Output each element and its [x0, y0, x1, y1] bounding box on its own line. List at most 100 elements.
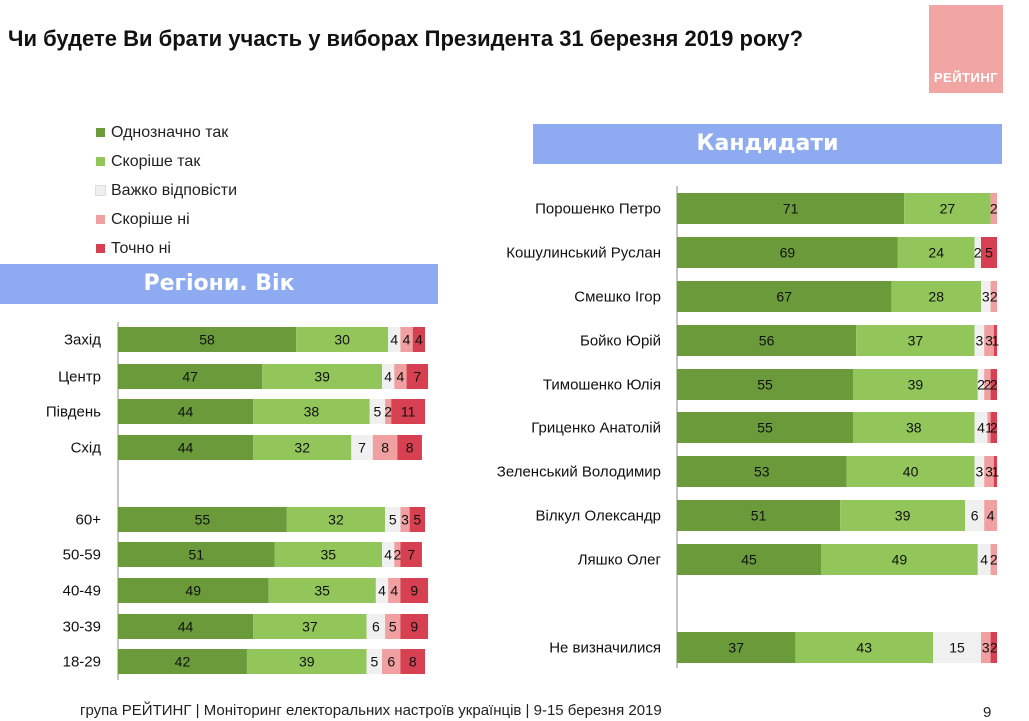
category-label: 60+ — [76, 512, 102, 529]
data-label: 2 — [984, 377, 992, 393]
bar-segment — [268, 578, 376, 603]
bar-segment — [974, 412, 988, 443]
data-label: 35 — [321, 547, 337, 563]
data-label: 51 — [751, 508, 767, 524]
data-label: 2 — [990, 640, 998, 656]
data-label: 4 — [987, 508, 995, 524]
data-label: 5 — [413, 512, 421, 528]
data-label: 5 — [370, 654, 378, 670]
bar-segment — [118, 614, 254, 639]
bar-segment — [366, 614, 386, 639]
bar-segment — [993, 325, 997, 356]
category-label: Тимошенко Юлія — [543, 377, 661, 394]
data-label: 24 — [928, 245, 944, 261]
legend-swatch — [96, 128, 105, 137]
data-label: 3 — [976, 333, 984, 349]
data-label: 6 — [971, 508, 979, 524]
bar-segment — [821, 544, 978, 575]
bar-segment — [406, 364, 429, 389]
chart-legend: Однозначно так Скоріше так Важко відпові… — [95, 118, 237, 263]
brand-logo: РЕЙТИНГ — [929, 5, 1003, 93]
data-label: 55 — [757, 377, 773, 393]
data-label: 4 — [390, 583, 398, 599]
bar-segment — [840, 500, 965, 531]
bar-segment — [375, 578, 389, 603]
legend-item: Однозначно так — [96, 118, 237, 147]
category-label: Центр — [58, 369, 101, 386]
bar-segment — [677, 456, 847, 487]
bar-segment — [385, 614, 401, 639]
bar-segment — [286, 507, 386, 532]
bar-segment — [974, 456, 985, 487]
bar-segment — [846, 456, 975, 487]
data-label: 35 — [314, 583, 330, 599]
data-label: 39 — [895, 508, 911, 524]
banner-regions-age: Регіони. Вік — [0, 264, 438, 304]
bar-segment — [990, 632, 997, 663]
bar-segment — [981, 632, 991, 663]
data-label: 7 — [413, 369, 421, 385]
bar-segment — [382, 542, 395, 567]
data-label: 51 — [188, 547, 204, 563]
bar-segment — [382, 649, 401, 674]
data-label: 2 — [977, 377, 985, 393]
data-label: 2 — [384, 404, 392, 420]
bar-segment — [400, 614, 429, 639]
data-label: 44 — [178, 440, 194, 456]
bar-segment — [853, 412, 975, 443]
bar-segment — [984, 500, 997, 531]
data-label: 47 — [182, 369, 198, 385]
bar-segment — [394, 364, 407, 389]
bar-segment — [253, 399, 370, 424]
bar-segment — [990, 193, 997, 224]
bar-segment — [993, 456, 997, 487]
category-label: Вілкул Олександр — [536, 508, 661, 525]
bar-segment — [351, 435, 373, 460]
bar-segment — [409, 507, 425, 532]
data-label: 4 — [384, 547, 392, 563]
data-label: 2 — [393, 547, 401, 563]
bar-segment — [677, 237, 898, 268]
bar-segment — [965, 500, 985, 531]
legend-swatch — [96, 244, 105, 253]
data-label: 55 — [757, 420, 773, 436]
data-label: 49 — [185, 583, 201, 599]
bar-segment — [400, 327, 413, 352]
category-label: Не визначилися — [549, 640, 661, 657]
data-label: 56 — [759, 333, 775, 349]
bar-segment — [296, 327, 389, 352]
data-label: 2 — [974, 245, 982, 261]
bar-segment — [891, 281, 981, 312]
category-label: Смешко Ігор — [574, 289, 661, 306]
category-label: 18-29 — [63, 654, 101, 671]
bar-segment — [118, 649, 247, 674]
bar-segment — [677, 325, 857, 356]
data-label: 4 — [980, 552, 988, 568]
bar-segment — [372, 435, 398, 460]
data-label: 53 — [754, 464, 770, 480]
category-label: Ляшко Олег — [578, 552, 662, 569]
data-label: 2 — [990, 377, 998, 393]
data-label: 1 — [992, 333, 1000, 349]
category-label: Південь — [46, 404, 101, 421]
data-label: 39 — [314, 369, 330, 385]
data-label: 3 — [982, 289, 990, 305]
legend-item: Важко відповісти — [95, 176, 237, 205]
data-label: 43 — [856, 640, 872, 656]
data-label: 27 — [940, 201, 956, 217]
page-title: Чи будете Ви брати участь у виборах През… — [8, 26, 804, 51]
category-label: 30-39 — [63, 619, 101, 636]
data-label: 38 — [304, 404, 320, 420]
data-label: 4 — [403, 332, 411, 348]
data-label: 39 — [908, 377, 924, 393]
data-label: 5 — [389, 619, 397, 635]
data-label: 1 — [985, 420, 993, 436]
data-label: 3 — [985, 464, 993, 480]
category-label: 50-59 — [63, 547, 101, 564]
bar-segment — [677, 632, 796, 663]
data-label: 37 — [728, 640, 744, 656]
bar-segment — [400, 542, 422, 567]
legend-item: Точно ні — [96, 234, 237, 263]
data-label: 5 — [985, 245, 993, 261]
bar-segment — [262, 364, 383, 389]
